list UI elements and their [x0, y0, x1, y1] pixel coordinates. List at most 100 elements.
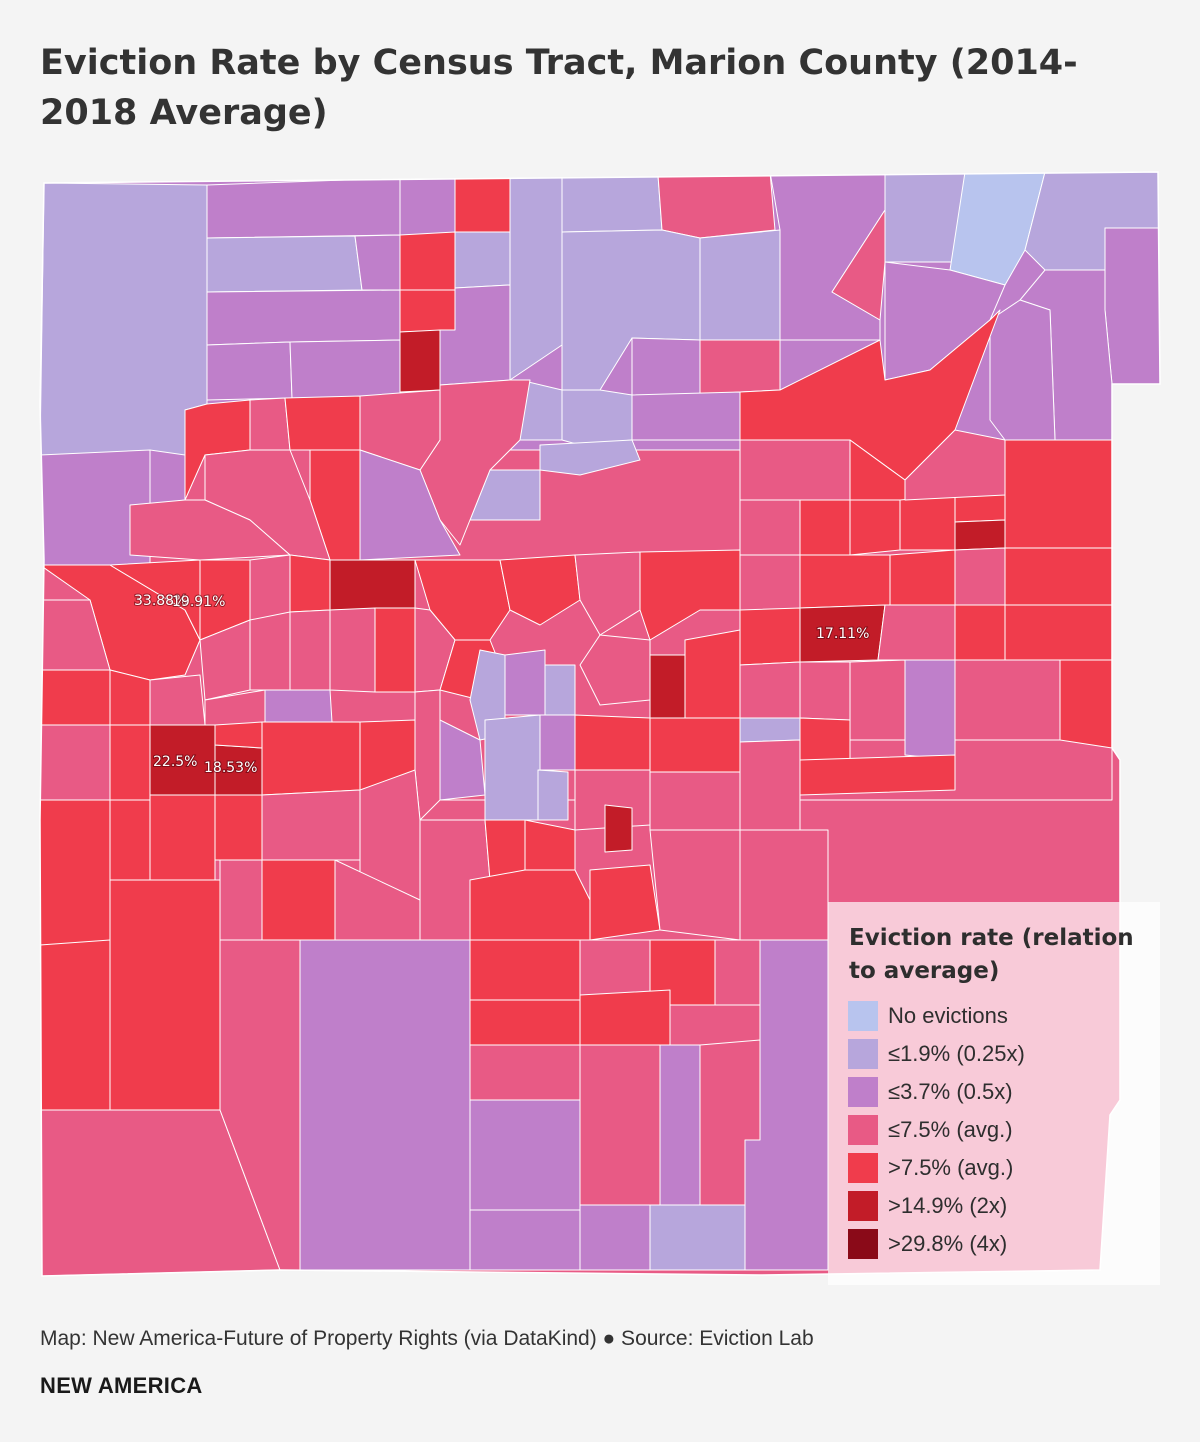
- census-tract: [414, 689, 441, 821]
- census-tract: [264, 689, 333, 723]
- census-tract: [469, 1044, 581, 1101]
- census-tract: [631, 337, 701, 396]
- census-tract: [544, 664, 576, 716]
- census-tract: [561, 174, 663, 233]
- census-tract: [329, 559, 416, 611]
- census-tract: [684, 629, 741, 719]
- brand-logo: NEW AMERICA: [40, 1373, 203, 1398]
- census-tract: [739, 661, 801, 719]
- census-tract: [561, 389, 633, 446]
- census-tract: [1004, 604, 1113, 661]
- census-tract: [469, 999, 581, 1046]
- legend-label: >29.8% (4x): [888, 1231, 1008, 1256]
- census-tract: [284, 395, 361, 451]
- census-tract: [469, 1099, 581, 1211]
- census-tract: [399, 231, 456, 291]
- census-tract: [579, 1204, 651, 1271]
- census-tract: [539, 714, 576, 771]
- legend-swatch: [848, 1001, 878, 1031]
- census-tract: [539, 439, 641, 476]
- census-tract: [954, 519, 1006, 551]
- census-tract: [214, 721, 263, 749]
- census-tract: [989, 299, 1056, 441]
- census-tract: [649, 654, 686, 719]
- census-tract: [359, 449, 461, 561]
- census-tract: [214, 794, 263, 861]
- census-tract: [129, 499, 291, 561]
- census-tract: [739, 717, 801, 743]
- census-tract: [604, 804, 633, 853]
- census-tract: [699, 229, 781, 341]
- census-tract: [739, 499, 801, 556]
- legend-swatch: [848, 1077, 878, 1107]
- census-tract: [849, 659, 906, 741]
- census-tract: [109, 799, 151, 881]
- census-tract: [509, 174, 563, 381]
- census-tract: [739, 439, 851, 501]
- census-tract: [289, 554, 331, 613]
- census-tract: [399, 289, 456, 333]
- legend-title: Eviction rate (relation to average): [849, 925, 1134, 984]
- census-tract: [499, 554, 581, 626]
- census-tract: [799, 661, 851, 721]
- legend-swatch: [848, 1191, 878, 1221]
- census-tract: [261, 721, 361, 796]
- census-tract: [589, 864, 661, 941]
- legend-swatch: [848, 1039, 878, 1069]
- tract-rate-label: 18.53%: [204, 760, 257, 776]
- legend-label: >7.5% (avg.): [888, 1155, 1014, 1180]
- census-tract: [454, 231, 511, 289]
- census-tract: [579, 939, 651, 1001]
- census-tract: [649, 1204, 746, 1271]
- census-tract: [40, 724, 111, 801]
- census-tract: [954, 659, 1061, 741]
- census-tract: [469, 869, 591, 941]
- choropleth-map: 33.88% 19.91% 17.11% 22.5% 18.53%: [39, 171, 1161, 1277]
- census-tract: [1004, 547, 1113, 606]
- legend-swatch: [848, 1115, 878, 1145]
- census-tract: [659, 1044, 701, 1206]
- census-tract: [40, 939, 111, 1111]
- legend-label: ≤3.7% (0.5x): [888, 1079, 1013, 1104]
- census-tract: [579, 989, 671, 1046]
- census-tract: [579, 634, 651, 706]
- census-tract: [149, 449, 186, 506]
- census-tract: [949, 172, 1046, 286]
- census-tract: [574, 551, 641, 636]
- census-tract: [219, 859, 263, 941]
- tract-rate-label: 19.91%: [172, 594, 225, 610]
- census-tract: [954, 604, 1006, 661]
- tract-rate-label: 22.5%: [153, 754, 197, 770]
- census-tract: [1059, 659, 1113, 749]
- census-tract: [206, 235, 363, 293]
- census-tract: [649, 829, 741, 941]
- census-tract: [469, 939, 581, 1001]
- census-tract: [149, 674, 206, 726]
- census-tract: [109, 724, 151, 801]
- census-tract: [954, 494, 1006, 523]
- census-tract: [299, 939, 471, 1271]
- census-tract: [399, 174, 456, 236]
- census-tract: [454, 174, 511, 233]
- map-title: Eviction Rate by Census Tract, Marion Co…: [40, 43, 1078, 133]
- legend-label: No evictions: [888, 1003, 1008, 1028]
- census-tract: [739, 607, 801, 666]
- census-tract: [904, 659, 956, 761]
- census-tract: [877, 604, 956, 661]
- census-tract: [149, 794, 216, 881]
- census-tract: [40, 182, 208, 456]
- census-tract: [40, 669, 111, 726]
- census-tract: [739, 554, 801, 611]
- source-credit: Map: New America-Future of Property Righ…: [40, 1327, 814, 1350]
- tract-rate-label: 33.88%: [134, 593, 187, 609]
- census-tract: [649, 717, 741, 773]
- census-tract: [109, 879, 221, 1111]
- census-tract: [649, 771, 741, 831]
- census-tract: [657, 172, 776, 239]
- census-tract: [206, 177, 401, 239]
- census-tract: [261, 789, 361, 861]
- census-tract: [289, 339, 401, 399]
- census-tract: [954, 547, 1006, 606]
- legend-swatch: [848, 1229, 878, 1259]
- census-tract: [579, 1044, 661, 1206]
